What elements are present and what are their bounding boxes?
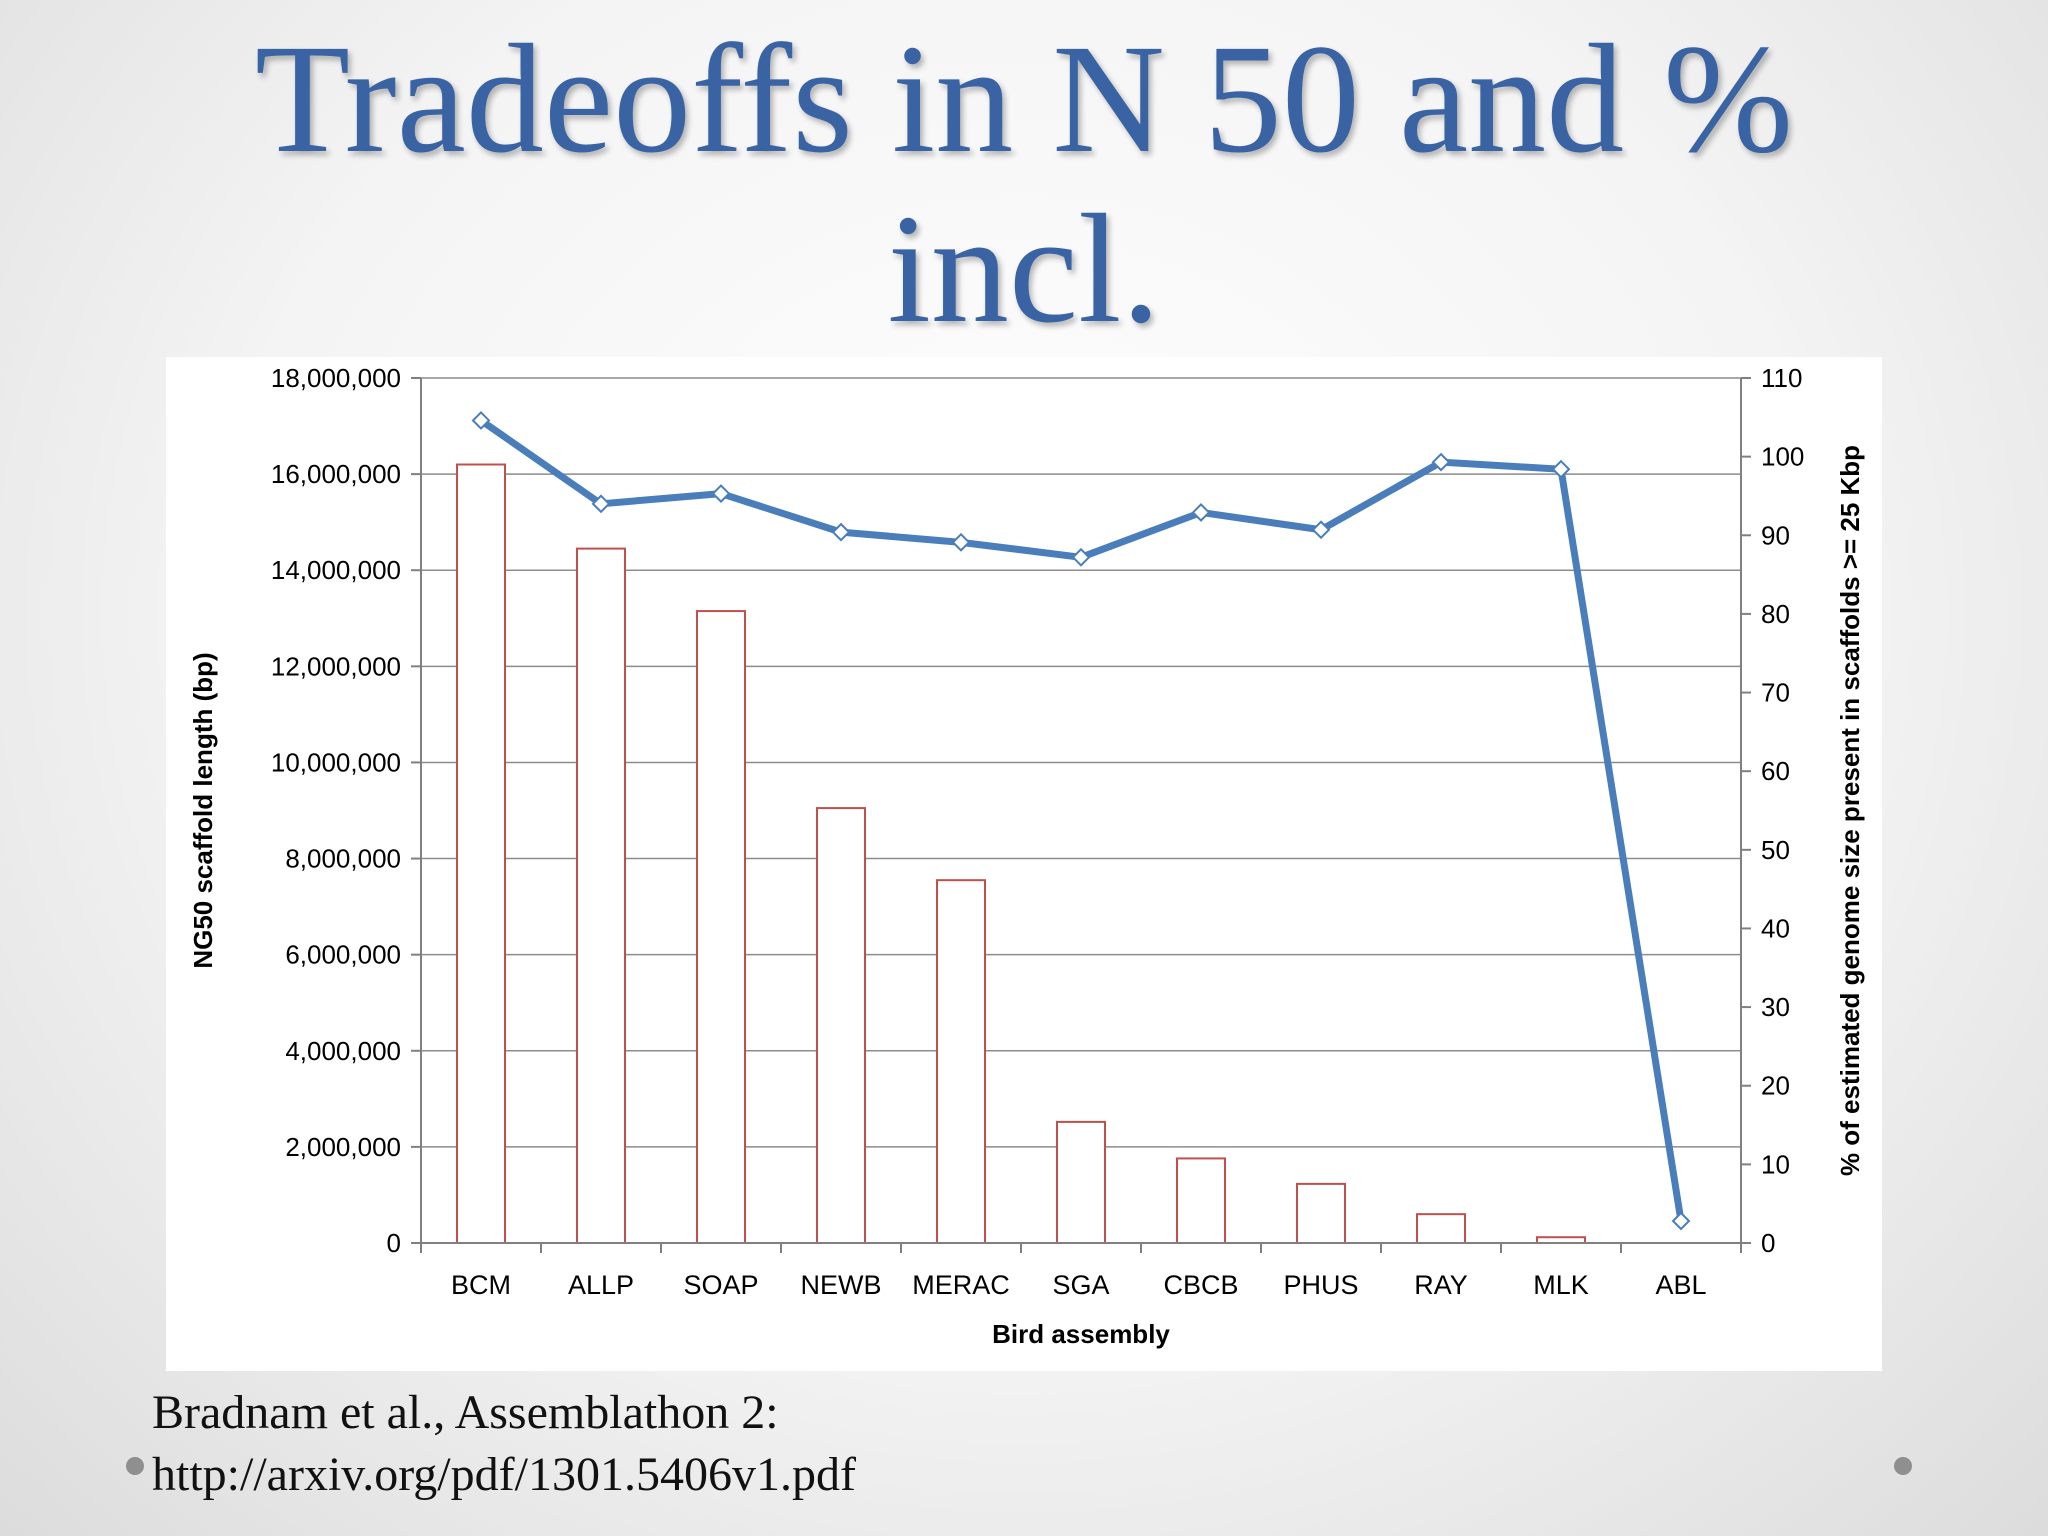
right-tick-label: 100 [1761,442,1804,472]
bar-cbcb [1176,1157,1226,1245]
x-tick-label: MERAC [912,1270,1010,1300]
point-marker-allp [591,494,611,514]
bar-ray [1416,1213,1466,1245]
left-tick-label: 12,000,000 [271,651,401,681]
left-tick-label: 14,000,000 [271,555,401,585]
citation-url: http://arxiv.org/pdf/1301.5406v1.pdf [152,1448,856,1501]
citation: Bradnam et al., Assemblathon 2: http://a… [152,1382,856,1506]
point-marker-soap [711,484,731,504]
axis-labels: 0 2,000,000 4,000,000 6,000,000 8,000,000 10,… [188,363,1865,1349]
slide-title: Tradeoffs in N 50 and % incl. [0,14,2048,354]
point-marker-sga [1071,547,1091,567]
x-tick-label: MLK [1533,1270,1589,1300]
chart-panel: 0 2,000,000 4,000,000 6,000,000 8,000,000 10,… [166,357,1882,1371]
bar-phus [1296,1182,1346,1244]
line-series [471,411,1691,1231]
right-tick-label: 50 [1761,835,1790,865]
y2-axis-title: % of estimated genome size present in sc… [1835,445,1865,1176]
point-marker-bcm [471,411,491,430]
left-tick-label: 6,000,000 [285,940,401,970]
point-marker-cbcb [1191,503,1211,522]
left-bullet-dot [126,1457,144,1475]
bar-bcm [456,463,506,1244]
point-marker-phus [1311,520,1331,540]
axes [411,377,1751,1253]
x-tick-label: ALLP [568,1270,634,1300]
right-bullet-dot [1894,1457,1912,1475]
left-tick-label: 18,000,000 [271,363,401,393]
right-tick-label: 30 [1761,992,1790,1022]
point-marker-merac [951,532,971,552]
right-tick-label: 80 [1761,599,1790,629]
point-marker-newb [831,522,851,542]
y-axis-title: NG50 scaffold length (bp) [188,652,218,968]
slide-title-line2: incl. [887,182,1161,355]
right-tick-label: 40 [1761,913,1790,943]
point-marker-abl [1671,1211,1691,1231]
left-tick-label: 16,000,000 [271,459,401,489]
bar-series [456,463,1586,1245]
right-tick-label: 20 [1761,1071,1790,1101]
point-marker-ray [1431,452,1451,472]
point-marker-mlk [1551,459,1571,479]
x-tick-label: ABL [1655,1270,1706,1300]
left-tick-label: 2,000,000 [285,1132,401,1162]
left-tick-label: 8,000,000 [285,844,401,874]
right-tick-label: 10 [1761,1149,1790,1179]
right-tick-label: 70 [1761,678,1790,708]
left-tick-label: 10,000,000 [271,747,401,777]
bar-soap [696,610,746,1244]
bar-allp [576,547,626,1244]
left-tick-label: 4,000,000 [285,1036,401,1066]
slide-title-line1: Tradeoffs in N 50 and % [254,12,1794,185]
right-tick-label: 110 [1761,363,1802,393]
x-tick-label: PHUS [1283,1270,1358,1300]
x-tick-label: CBCB [1163,1270,1238,1300]
right-tick-label: 90 [1761,520,1790,550]
x-axis-title: Bird assembly [992,1319,1170,1349]
x-tick-label: NEWB [801,1270,882,1300]
grid-lines [421,377,1741,1148]
citation-authors: Bradnam et al., Assemblathon 2: [152,1386,779,1439]
x-tick-label: RAY [1414,1270,1468,1300]
right-tick-label: 0 [1761,1228,1775,1258]
right-tick-label: 60 [1761,756,1790,786]
percent-line [477,416,1685,1225]
left-tick-label: 0 [387,1228,401,1258]
x-tick-label: SOAP [683,1270,758,1300]
x-tick-label: SGA [1052,1270,1109,1300]
bar-sga [1056,1120,1106,1245]
bar-newb [816,807,866,1244]
bar-merac [936,879,986,1244]
x-tick-label: BCM [451,1270,511,1300]
combo-chart: 0 2,000,000 4,000,000 6,000,000 8,000,000 10,… [188,363,1865,1349]
